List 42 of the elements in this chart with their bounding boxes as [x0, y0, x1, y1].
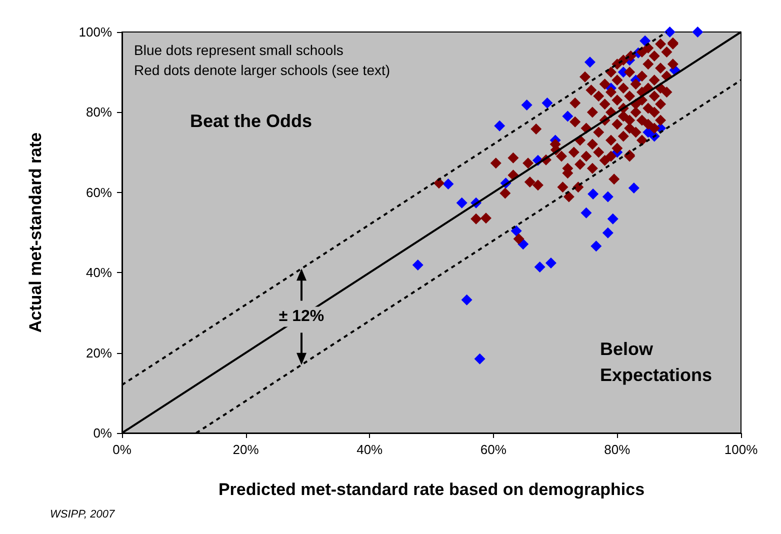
- point: [442, 178, 454, 190]
- point: [534, 261, 546, 272]
- y-axis-title: Actual met-standard rate: [26, 132, 45, 333]
- point: [412, 259, 424, 270]
- point: [461, 294, 472, 306]
- y-tick-label: 0%: [93, 426, 112, 440]
- annotation: Blue dots represent small schools Red dots denote larger schools (see text): [134, 42, 390, 78]
- point: [584, 56, 596, 68]
- point: [640, 35, 651, 46]
- point: [602, 191, 614, 202]
- point: [588, 188, 599, 200]
- point: [456, 197, 468, 208]
- point: [664, 26, 676, 38]
- x-tick-label: 60%: [480, 442, 507, 457]
- annotation: Below Expectations: [600, 339, 712, 385]
- point: [545, 257, 556, 268]
- x-axis-title: Predicted met-standard rate based on demographics: [218, 480, 645, 499]
- point: [510, 225, 522, 236]
- point: [602, 227, 614, 238]
- y-tick-label: 60%: [86, 184, 112, 200]
- annotation: Beat the Odds: [190, 111, 312, 131]
- x-tick-label: 0%: [112, 442, 132, 457]
- point: [628, 182, 640, 194]
- x-tick-label: 100%: [724, 442, 758, 457]
- x-tick-label: 40%: [356, 442, 384, 457]
- y-tick-label: 100%: [78, 24, 112, 40]
- point: [542, 97, 553, 108]
- point: [562, 110, 574, 122]
- point: [692, 26, 704, 38]
- annotation: ± 12%: [278, 308, 324, 326]
- y-tick-label: 80%: [86, 104, 112, 120]
- text: WSIPP, 2007: [50, 508, 116, 520]
- x-tick-label: 80%: [604, 442, 631, 457]
- y-tick-label: 40%: [86, 265, 112, 280]
- point: [474, 353, 486, 364]
- point: [521, 99, 532, 110]
- point: [590, 240, 602, 252]
- point: [607, 213, 618, 224]
- point: [494, 120, 506, 132]
- point: [580, 207, 592, 218]
- y-tick-label: 20%: [86, 345, 112, 360]
- x-tick-label: 20%: [232, 442, 260, 457]
